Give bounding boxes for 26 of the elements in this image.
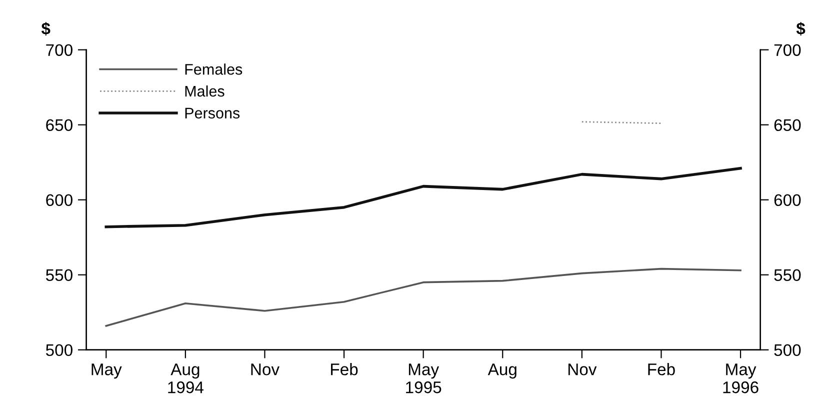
- y-tick-label: 550: [46, 269, 72, 282]
- y2-tick-label: 550: [774, 269, 801, 282]
- y2-tick-label: 700: [774, 44, 801, 56]
- y-tick-label: 700: [46, 44, 72, 56]
- line-series: [105, 268, 742, 327]
- x-tick-label: Feb: [648, 363, 675, 376]
- line-series: [104, 166, 742, 228]
- y2-tick-label: 650: [774, 119, 801, 132]
- x-tick-label: Aug 1994: [168, 364, 204, 394]
- y2-axis-title: $: [796, 22, 806, 36]
- y2-tick-label: 600: [774, 194, 801, 206]
- x-tick-label: Nov: [568, 364, 597, 376]
- y-tick-label: 500: [46, 344, 72, 356]
- x-tick-label: Aug: [488, 364, 516, 379]
- x-tick-label: May: [92, 364, 122, 379]
- y-tick-label: 650: [46, 119, 72, 132]
- legend-label: Males: [185, 85, 224, 97]
- x-tick-label: Feb: [331, 363, 358, 376]
- legend-label: Persons: [185, 108, 240, 119]
- y-tick-label: 600: [46, 194, 72, 206]
- x-tick-label: Nov: [251, 364, 280, 376]
- y-axis-title: $: [41, 22, 50, 36]
- y2-tick-label: 500: [774, 344, 801, 356]
- x-tick-label: May 1995: [406, 364, 442, 394]
- legend-label: Females: [185, 64, 242, 75]
- x-tick-label: May 1996: [723, 364, 758, 394]
